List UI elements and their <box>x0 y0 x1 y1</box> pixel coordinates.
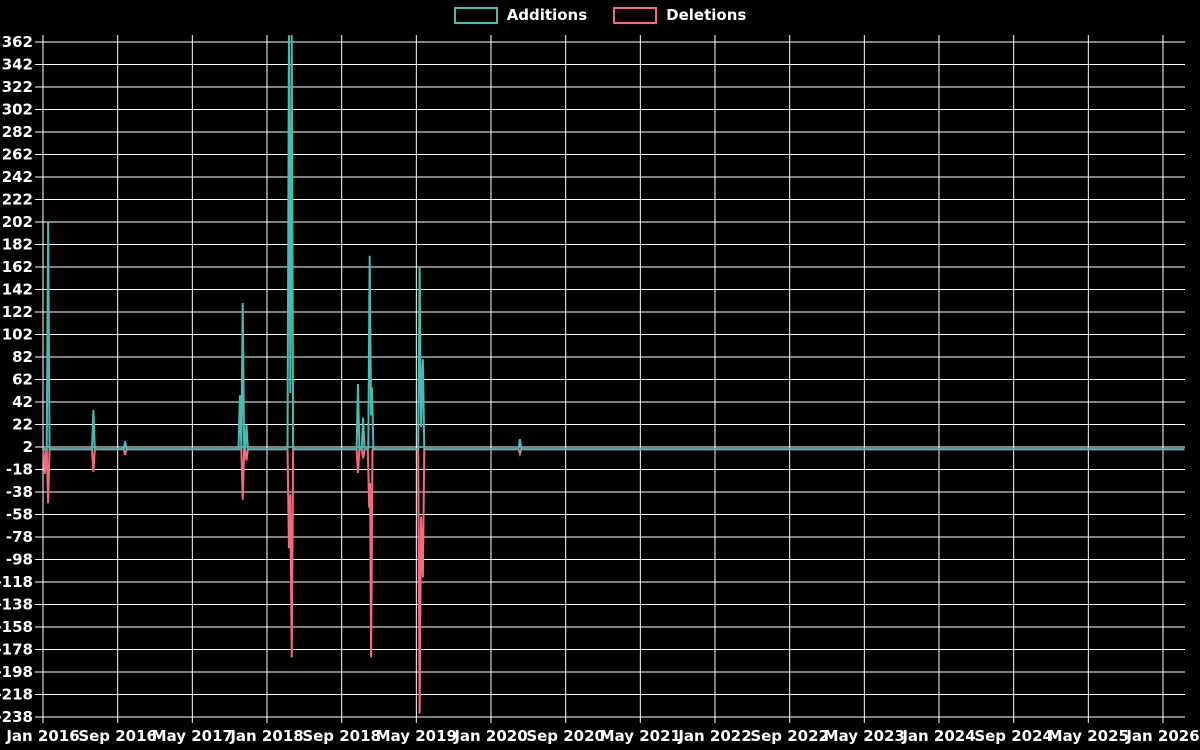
deletions-legend-label: Deletions <box>666 6 747 24</box>
x-tick-label: Jan 2020 <box>453 727 527 745</box>
y-tick-label: 182 <box>2 236 33 254</box>
x-tick-label: Jan 2024 <box>901 727 975 745</box>
y-tick-label: 262 <box>2 146 33 164</box>
y-tick-label: -178 <box>0 641 33 659</box>
y-tick-label: -218 <box>0 686 33 704</box>
y-tick-label: 82 <box>12 348 33 366</box>
chart-legend: Additions Deletions <box>0 7 1200 24</box>
y-tick-label: -78 <box>6 528 33 546</box>
y-tick-label: 142 <box>2 281 33 299</box>
y-tick-label: 162 <box>2 258 33 276</box>
y-tick-label: -238 <box>0 708 33 726</box>
y-tick-label: -98 <box>6 551 33 569</box>
y-tick-label: 282 <box>2 123 33 141</box>
y-tick-label: 202 <box>2 213 33 231</box>
y-tick-label: 322 <box>2 78 33 96</box>
y-tick-label: 242 <box>2 168 33 186</box>
x-tick-label: May 2023 <box>824 727 905 745</box>
x-tick-label: Sep 2022 <box>750 727 829 745</box>
gridlines <box>35 35 1185 723</box>
additions-swatch-icon <box>453 7 498 24</box>
x-tick-label: May 2021 <box>600 727 681 745</box>
y-tick-label: 302 <box>2 101 33 119</box>
y-tick-label: -18 <box>6 461 33 479</box>
y-tick-label: 42 <box>12 393 33 411</box>
y-tick-label: -158 <box>0 618 33 636</box>
additions-legend-label: Additions <box>506 6 588 24</box>
x-tick-label: Jan 2016 <box>5 727 79 745</box>
x-tick-label: May 2017 <box>152 727 233 745</box>
x-tick-label: Sep 2020 <box>526 727 605 745</box>
legend-item-deletions[interactable]: Deletions <box>613 7 746 24</box>
x-tick-label: Sep 2016 <box>78 727 157 745</box>
legend-item-additions[interactable]: Additions <box>453 6 588 24</box>
y-tick-label: 342 <box>2 56 33 74</box>
y-axis-labels: -238 -218 -198 -178 -158 -138 -118 -98 -78 -58 -38… <box>0 33 33 726</box>
x-tick-label: Sep 2018 <box>302 727 381 745</box>
deletions-swatch-icon <box>613 7 658 24</box>
y-tick-label: 2 <box>23 438 33 456</box>
y-tick-label: -38 <box>6 483 33 501</box>
x-tick-label: May 2025 <box>1048 727 1129 745</box>
additions-series-line <box>42 35 1185 451</box>
x-tick-label: Sep 2024 <box>974 727 1053 745</box>
y-tick-label: 122 <box>2 303 33 321</box>
x-tick-label: Jan 2022 <box>677 727 751 745</box>
y-tick-label: -58 <box>6 506 33 524</box>
x-tick-label: Jan 2026 <box>1125 727 1199 745</box>
y-tick-label: 62 <box>12 371 33 389</box>
y-tick-label: -198 <box>0 663 33 681</box>
x-tick-label: May 2019 <box>376 727 457 745</box>
y-tick-label: 22 <box>12 416 33 434</box>
y-tick-label: 222 <box>2 191 33 209</box>
y-tick-label: -118 <box>0 573 33 591</box>
deletions-series-line <box>42 448 1185 714</box>
y-tick-label: 362 <box>2 33 33 51</box>
y-tick-label: -138 <box>0 596 33 614</box>
x-tick-label: Jan 2018 <box>229 727 303 745</box>
y-tick-label: 102 <box>2 326 33 344</box>
